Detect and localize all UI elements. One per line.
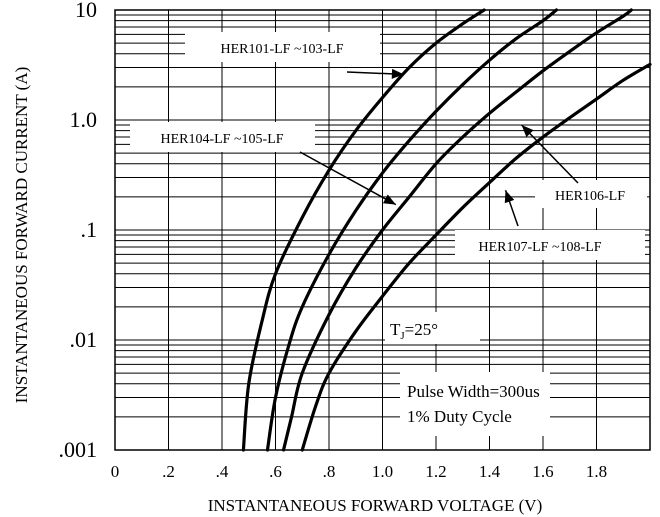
x-axis-label: INSTANTANEOUS FORWARD VOLTAGE (V) [208,496,543,515]
y-tick-label: .001 [59,437,98,462]
series-annotation-label: HER107-LF ~108-LF [478,240,601,255]
annotation-arrow-line [521,124,579,184]
x-tick-label: 1.2 [425,462,446,481]
annotation-arrowhead [382,194,396,205]
annotation-box [185,32,380,62]
series-annotation-label: HER106-LF [555,189,625,204]
pulse-label-line: 1% Duty Cycle [407,407,512,426]
y-tick-label: .1 [81,217,98,242]
annotation-arrow-line [299,151,397,206]
annotation-box [535,180,647,208]
x-tick-label: .6 [269,462,282,481]
temperature-label: TJ=25° [390,320,438,342]
series-line-2 [265,8,558,452]
label-group: HER101-LF ~103-LF HER104-LF ~105-LF HER106… [130,32,647,436]
tick-labels: 0 .2 .4 .6 .8 1.0 1.2 1.4 1.6 1.8 .001 .01 .1 1.0 10 [59,0,608,481]
x-tick-label: 0 [111,462,120,481]
series-line-3 [281,8,633,452]
series-line-1 [241,8,486,452]
y-axis-label: INSTANTANEOUS FORWARD CURRENT (A) [12,67,31,404]
annotation-arrowhead [504,190,515,204]
x-tick-label: .4 [216,462,229,481]
y-tick-label: .01 [70,327,98,352]
annotation-arrowhead [391,68,404,79]
series-group [241,8,652,452]
x-tick-label: 1.4 [479,462,501,481]
x-tick-label: 1.8 [586,462,607,481]
plot-frame [114,9,651,451]
series-annotation-label: HER104-LF ~105-LF [160,132,283,147]
pulse-box [400,372,550,436]
x-tick-label: 1.6 [532,462,553,481]
annotation-box [130,122,315,152]
y-tick-label: 1.0 [70,107,98,132]
x-tick-label: .2 [162,462,175,481]
pulse-label-line: Pulse Width=300us [407,382,540,401]
series-line-4 [300,62,652,452]
y-tick-label: 10 [75,0,97,22]
annotation-box [455,230,645,260]
series-annotation-label: HER101-LF ~103-LF [220,42,343,57]
annotation-arrowhead [521,125,534,138]
x-tick-label: .8 [323,462,336,481]
x-tick-label: 1.0 [372,462,393,481]
temperature-box [385,312,480,344]
